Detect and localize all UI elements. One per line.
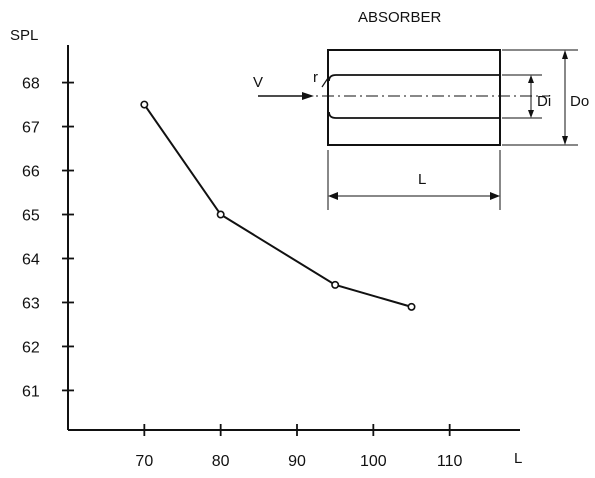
absorber-inner-bottom-wall (329, 112, 500, 118)
di-label: Di (537, 93, 551, 110)
axis-ticks: 61 62 63 64 65 66 67 68 70 80 90 100 110 (22, 76, 463, 470)
data-point (141, 101, 147, 107)
y-tick-label: 66 (22, 164, 40, 181)
length-arrow-right (490, 192, 500, 200)
y-tick-label: 65 (22, 208, 40, 225)
flow-label: V (253, 74, 263, 91)
data-point (217, 211, 223, 217)
x-tick-label: 90 (288, 453, 306, 470)
length-arrow-left (328, 192, 338, 200)
di-arrow-bottom (528, 110, 534, 118)
plot-area (141, 101, 415, 310)
absorber-title: ABSORBER (358, 9, 442, 26)
y-tick-label: 61 (22, 383, 40, 400)
absorber-inner-top-wall (329, 75, 500, 81)
y-tick-label: 67 (22, 120, 40, 137)
do-arrow-top (562, 50, 568, 59)
y-tick-label: 64 (22, 251, 40, 268)
data-point (408, 304, 414, 310)
x-tick-label: 70 (135, 453, 153, 470)
x-tick-label: 100 (360, 453, 387, 470)
x-tick-label: 80 (212, 453, 230, 470)
length-label: L (418, 171, 426, 188)
data-point (332, 282, 338, 288)
series-line (144, 105, 411, 307)
flow-arrow-head (302, 92, 314, 100)
y-tick-label: 62 (22, 339, 40, 356)
y-tick-label: 68 (22, 76, 40, 93)
x-axis-label: L (514, 450, 522, 467)
di-arrow-top (528, 75, 534, 83)
do-arrow-bottom (562, 136, 568, 145)
x-tick-label: 110 (437, 453, 463, 470)
y-tick-label: 63 (22, 295, 40, 312)
y-axis-label: SPL (10, 27, 38, 44)
radius-label: r (313, 69, 318, 86)
do-label: Do (570, 93, 589, 110)
absorber-diagram: ABSORBER V r Di Do (253, 9, 589, 210)
absorber-body (328, 50, 500, 145)
